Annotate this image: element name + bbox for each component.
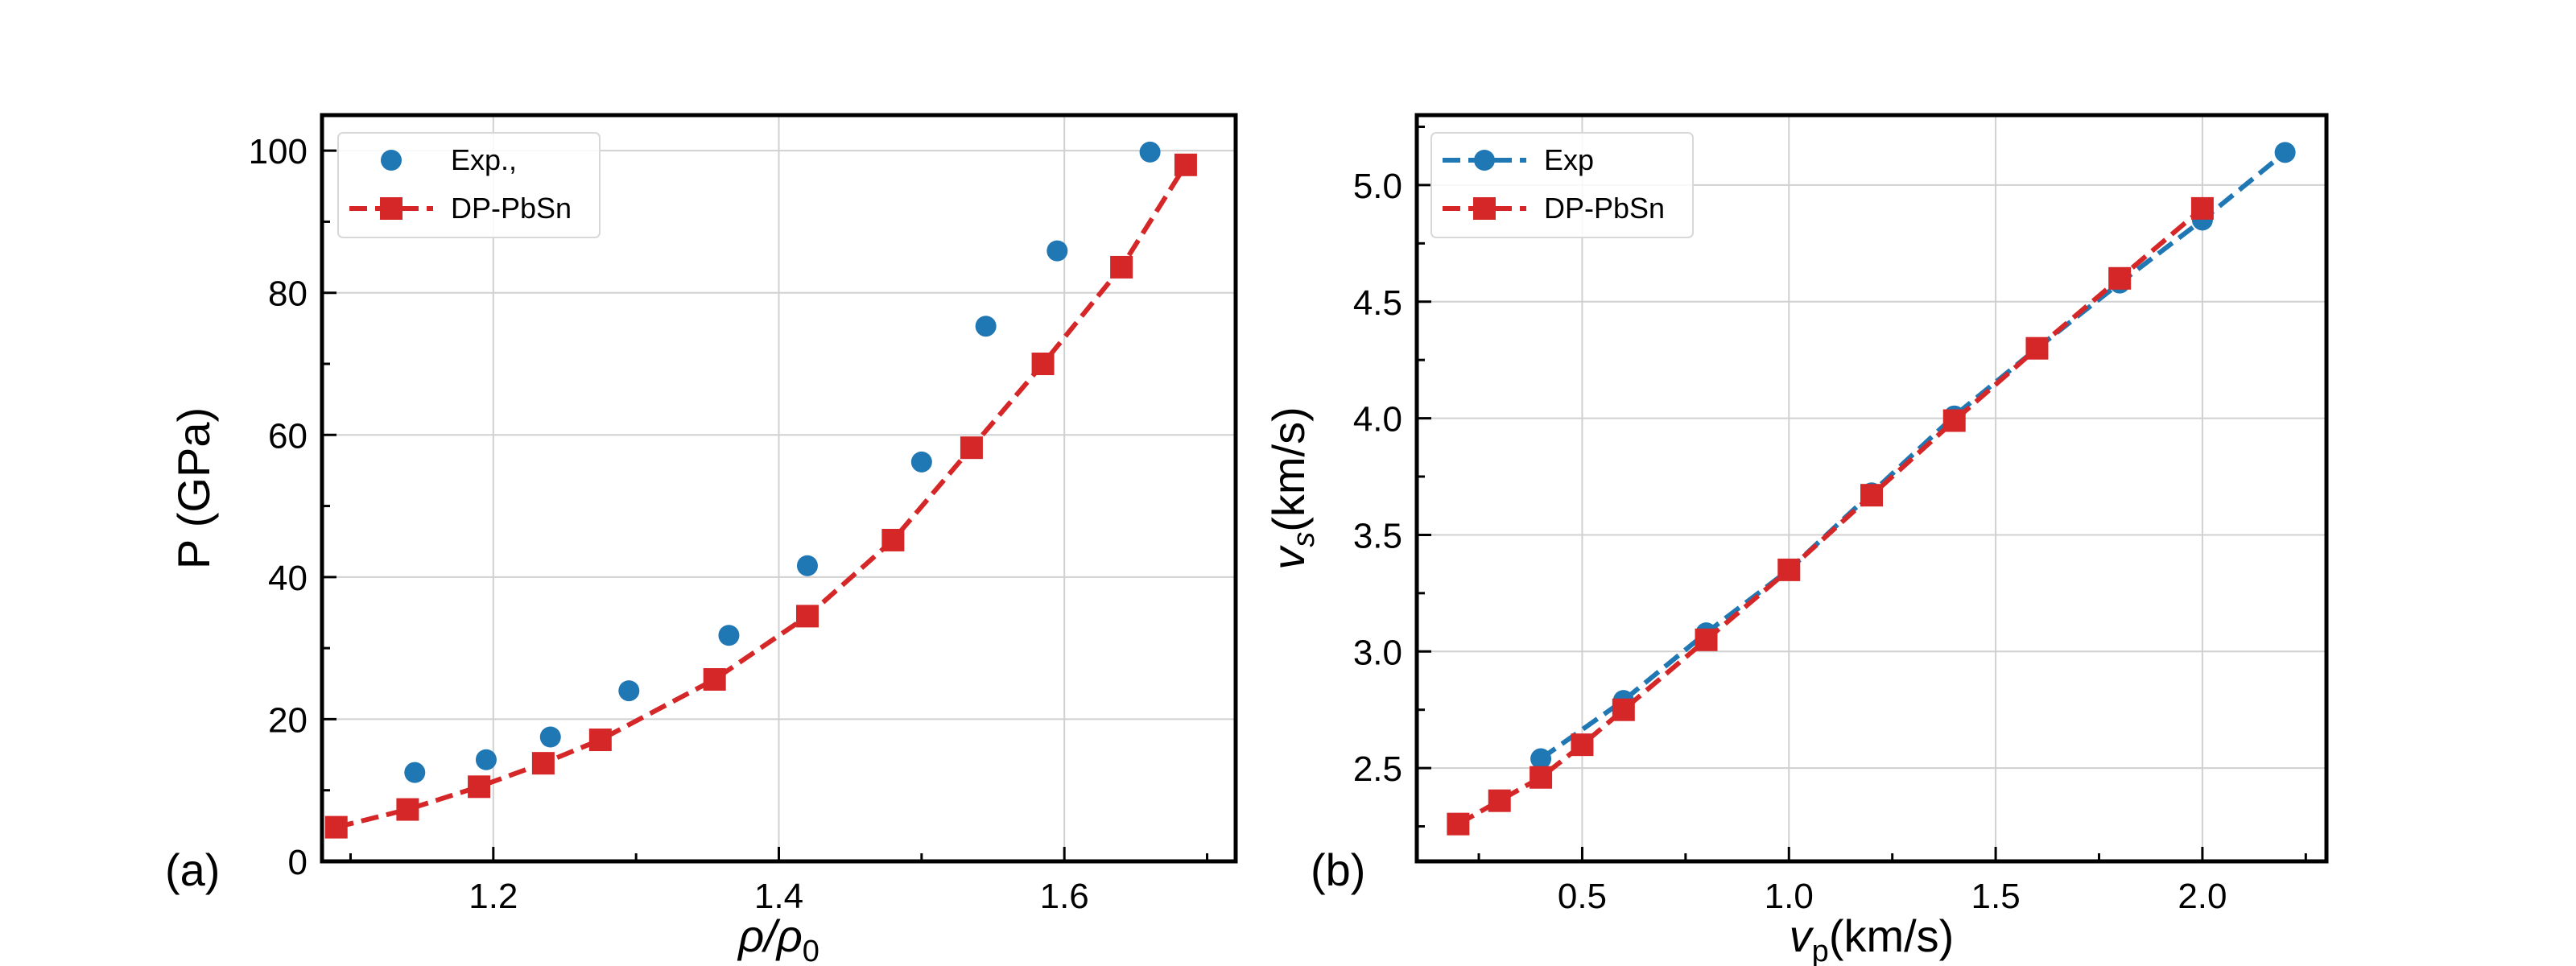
axes-frame — [1414, 113, 2329, 864]
legend-marker-dp — [1473, 197, 1496, 220]
data-point-exp — [475, 749, 497, 770]
axes-frame — [320, 113, 1238, 864]
data-point-dp — [1777, 558, 1801, 581]
y-tick-label: 4.0 — [1353, 400, 1402, 440]
data-point-exp — [2274, 142, 2296, 163]
x-tick-label: 1.2 — [469, 877, 518, 916]
data-point-dp — [1612, 698, 1635, 721]
series-line-exp — [1539, 151, 2287, 761]
y-tick-label: 4.5 — [1353, 283, 1402, 323]
data-point-dp — [1530, 766, 1553, 789]
y-axis-title-sub: s — [1287, 532, 1321, 547]
data-point-exp — [910, 451, 932, 473]
data-point-dp — [468, 775, 491, 799]
data-point-dp — [881, 528, 905, 551]
y-tick-label: 0 — [288, 843, 308, 882]
x-axis-title-sub: p — [1812, 935, 1829, 966]
x-axis-title-sub: 0 — [803, 935, 819, 966]
data-point-dp — [396, 798, 419, 821]
data-point-dp — [1695, 628, 1718, 651]
data-point-exp — [618, 680, 640, 702]
data-point-dp — [1447, 812, 1470, 836]
y-axis-title: vs(km/s) — [1263, 407, 1321, 570]
legend-box — [337, 132, 601, 238]
data-point-dp — [2108, 266, 2132, 290]
legend-marker-exp — [1474, 150, 1495, 171]
y-tick-label: 5.0 — [1353, 167, 1402, 206]
panel-b: 0.5 1.0 1.5 2.0 2.5 3.0 3.5 4.0 4.5 5.0 Exp DP-PbSn… — [1263, 113, 2329, 966]
series-line-dp — [336, 163, 1188, 830]
y-tick-label: 80 — [268, 275, 308, 314]
y-axis-title-main: v — [1263, 545, 1314, 570]
data-point-dp — [703, 667, 726, 691]
x-tick-label: 1.5 — [1971, 877, 2021, 916]
x-axis-title-main: v — [1790, 910, 1814, 961]
data-point-dp — [1860, 484, 1883, 507]
x-axis-title-rest: (km/s) — [1829, 910, 1955, 961]
data-point-dp — [1942, 409, 1966, 432]
x-tick-label: 0.5 — [1558, 877, 1607, 916]
legend-marker-dp — [380, 197, 402, 220]
y-tick-label: 40 — [268, 559, 308, 598]
data-point-dp — [1571, 733, 1594, 757]
data-point-dp — [531, 752, 555, 775]
data-point-exp — [718, 625, 740, 646]
y-tick-label: 100 — [249, 132, 308, 171]
y-axis-title-rest: (km/s) — [1263, 407, 1314, 532]
y-tick-label: 2.5 — [1353, 749, 1402, 789]
panel-label: (b) — [1311, 844, 1365, 895]
data-point-dp — [2025, 336, 2049, 360]
data-point-exp — [539, 726, 561, 748]
y-tick-label: 3.0 — [1353, 633, 1402, 672]
data-point-dp — [1174, 153, 1197, 176]
x-axis-title: ρ/ρ0 — [737, 910, 819, 966]
data-point-dp — [795, 605, 819, 628]
legend-label-dp: DP-PbSn — [1544, 192, 1665, 225]
y-tick-label: 20 — [268, 700, 308, 740]
panel-label: (a) — [165, 844, 220, 895]
data-point-dp — [1110, 255, 1133, 279]
x-axis-title-main: ρ/ρ — [737, 910, 803, 961]
data-point-dp — [960, 436, 983, 460]
legend-marker-exp — [381, 150, 402, 171]
data-point-dp — [1488, 789, 1511, 812]
data-point-exp — [975, 316, 997, 337]
data-point-exp — [796, 555, 818, 576]
data-point-exp — [404, 762, 426, 783]
y-tick-label: 3.5 — [1353, 516, 1402, 555]
y-axis-title-main: P (GPa) — [168, 407, 219, 569]
x-tick-label: 1.4 — [754, 877, 803, 916]
x-tick-label: 1.0 — [1765, 877, 1814, 916]
legend-label-exp: Exp — [1544, 143, 1594, 176]
data-point-dp — [588, 729, 612, 752]
x-tick-label: 1.6 — [1040, 877, 1089, 916]
x-axis-title: vp(km/s) — [1790, 910, 1955, 966]
y-tick-label: 60 — [268, 416, 308, 456]
legend-label-exp: Exp., — [451, 143, 517, 176]
y-axis-title: P (GPa) — [168, 407, 219, 569]
data-point-exp — [1046, 240, 1068, 262]
legend-label-dp: DP-PbSn — [451, 192, 572, 225]
data-point-dp — [2190, 196, 2214, 220]
x-tick-label: 2.0 — [2178, 877, 2227, 916]
data-point-exp — [1139, 141, 1161, 163]
data-point-exp — [1530, 748, 1552, 770]
data-point-dp — [1031, 353, 1055, 375]
data-point-dp — [324, 815, 348, 839]
